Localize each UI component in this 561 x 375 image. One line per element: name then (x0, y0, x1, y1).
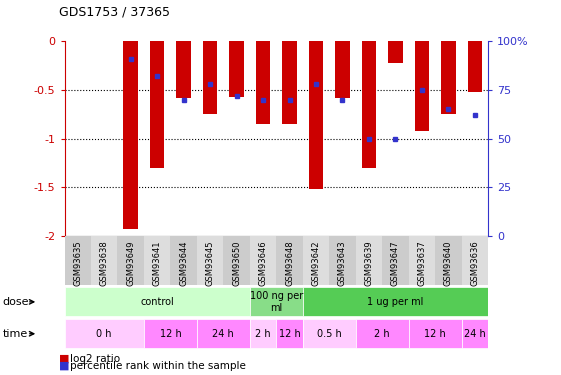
Bar (435, 236, 462, 285)
Bar (144, 320, 197, 348)
Text: 24 h: 24 h (464, 329, 486, 339)
Text: GSM93637: GSM93637 (417, 240, 426, 286)
Text: 24 h: 24 h (213, 329, 234, 339)
Bar (408, 236, 435, 285)
Bar (382, 236, 408, 285)
Text: GSM93648: GSM93648 (285, 240, 294, 286)
Text: percentile rank within the sample: percentile rank within the sample (70, 361, 246, 370)
Bar (65, 320, 144, 348)
Text: 1 ug per ml: 1 ug per ml (367, 297, 424, 307)
Bar (144, 236, 171, 285)
Text: control: control (140, 297, 174, 307)
Text: GSM93649: GSM93649 (126, 240, 135, 286)
Bar (123, 41, 138, 230)
Text: 12 h: 12 h (159, 329, 181, 339)
Bar (356, 320, 408, 348)
Text: GSM93650: GSM93650 (232, 240, 241, 286)
Bar (197, 236, 223, 285)
Bar (467, 41, 482, 92)
Text: GSM93644: GSM93644 (179, 240, 188, 286)
Text: GSM93641: GSM93641 (153, 240, 162, 286)
Text: dose: dose (3, 297, 29, 307)
Text: GSM93642: GSM93642 (311, 240, 320, 286)
Bar (388, 41, 403, 63)
Text: GSM93639: GSM93639 (365, 240, 374, 286)
Bar (197, 320, 250, 348)
Text: log2 ratio: log2 ratio (70, 354, 120, 364)
Bar (150, 41, 164, 168)
Bar (441, 41, 456, 114)
Bar (356, 236, 382, 285)
Text: ■: ■ (59, 354, 70, 364)
Text: GSM93646: GSM93646 (259, 240, 268, 286)
Text: 0 h: 0 h (96, 329, 112, 339)
Bar (117, 236, 144, 285)
Bar (91, 236, 117, 285)
Bar (229, 41, 244, 97)
Text: GSM93645: GSM93645 (206, 240, 215, 286)
Bar (303, 320, 356, 348)
Text: GSM93640: GSM93640 (444, 240, 453, 286)
Bar (335, 41, 350, 98)
Text: time: time (3, 329, 28, 339)
Bar (276, 320, 303, 348)
Text: 100 ng per
ml: 100 ng per ml (250, 291, 303, 313)
Text: 2 h: 2 h (255, 329, 271, 339)
Bar (223, 236, 250, 285)
Text: GSM93643: GSM93643 (338, 240, 347, 286)
Bar (415, 41, 429, 131)
Bar (303, 236, 329, 285)
Bar (256, 41, 270, 124)
Text: GSM93647: GSM93647 (391, 240, 400, 286)
Bar (176, 41, 191, 98)
Bar (408, 320, 462, 348)
Bar (362, 41, 376, 168)
Bar (250, 288, 303, 316)
Text: GSM93636: GSM93636 (470, 240, 479, 286)
Text: 0.5 h: 0.5 h (317, 329, 342, 339)
Bar (65, 288, 250, 316)
Bar (250, 320, 276, 348)
Text: 12 h: 12 h (279, 329, 300, 339)
Bar (250, 236, 276, 285)
Text: 12 h: 12 h (424, 329, 446, 339)
Text: GDS1753 / 37365: GDS1753 / 37365 (59, 6, 170, 19)
Bar (276, 236, 303, 285)
Text: 2 h: 2 h (374, 329, 390, 339)
Bar (171, 236, 197, 285)
Bar (282, 41, 297, 124)
Bar (462, 320, 488, 348)
Bar (462, 236, 488, 285)
Text: ■: ■ (59, 361, 70, 370)
Text: GSM93635: GSM93635 (73, 240, 82, 286)
Text: GSM93638: GSM93638 (100, 240, 109, 286)
Bar (309, 41, 323, 189)
Bar (203, 41, 218, 114)
Bar (329, 236, 356, 285)
Bar (65, 236, 91, 285)
Bar (303, 288, 488, 316)
